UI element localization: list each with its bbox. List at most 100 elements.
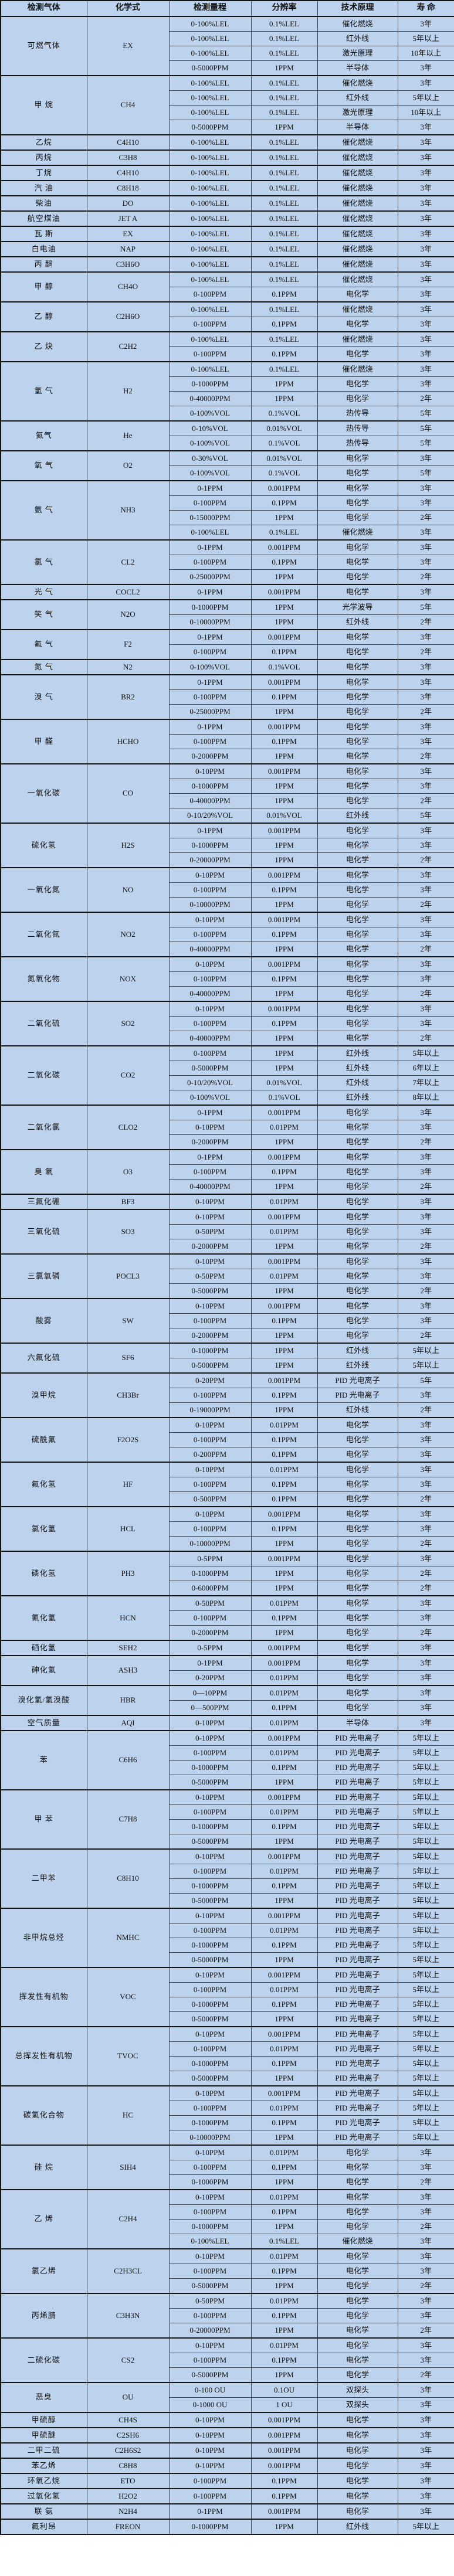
formula-cell: SW	[86, 1298, 170, 1344]
formula-cell: C4H10	[86, 165, 170, 181]
principle-cell: 催化燃烧	[317, 256, 398, 273]
table-row: 白电油 NAP 0-100%LEL 0.1%LEL 催化燃烧 3年	[0, 241, 454, 257]
gas-name-cell: 氢 气	[0, 361, 87, 422]
formula-cell: O2	[86, 450, 170, 481]
range-cell: 0-10PPM	[168, 1908, 252, 1923]
formula-cell: F2O2S	[86, 1417, 170, 1463]
resolution-cell: 0.01PPM	[250, 1982, 318, 1997]
principle-cell: 红外线	[317, 1075, 398, 1090]
gas-name-cell: 乙烷	[0, 134, 87, 151]
gas-name-cell: 瓦 斯	[0, 226, 87, 242]
lifespan-cell: 3年	[397, 376, 454, 392]
resolution-cell: 0.1%VOL	[250, 436, 318, 451]
range-cell: 0-10PPM	[168, 1715, 252, 1731]
resolution-cell: 0.001PPM	[250, 629, 318, 645]
lifespan-cell: 5年以上	[397, 1775, 454, 1790]
lifespan-cell: 5年以上	[397, 1997, 454, 2012]
gas-name-cell: 氟 气	[0, 629, 87, 660]
range-cell: 0-100%LEL	[168, 241, 252, 257]
principle-cell: 催化燃烧	[317, 525, 398, 541]
range-cell: 0-40000PPM	[168, 986, 252, 1002]
principle-cell: 电化学	[317, 852, 398, 868]
gas-name-cell: 氟化氢	[0, 1462, 87, 1507]
range-cell: 0-10000PPM	[168, 2130, 252, 2146]
resolution-cell: 1PPM	[250, 1952, 318, 1968]
lifespan-cell: 5年以上	[397, 1045, 454, 1061]
table-row: 可燃气体 EX 0-100%LEL 0.1%LEL 催化燃烧 3年	[0, 16, 454, 76]
range-cell: 0-20000PPM	[168, 852, 252, 868]
range-cell: 0-1000PPM	[168, 1997, 252, 2012]
table-row: 0-5000PPM 1PPM 红外线 5年以上	[1, 1358, 454, 1374]
principle-cell: PID 光电离子	[317, 1938, 398, 1953]
resolution-cell: 0.1PPM	[250, 1938, 318, 1953]
resolution-cell: 1PPM	[250, 1179, 318, 1195]
table-row: 一氧化碳 CO 0-10PPM 0.001PPM 电化学 3年	[0, 763, 454, 824]
principle-cell: 电化学	[317, 882, 398, 898]
principle-cell: PID 光电离子	[317, 1789, 398, 1805]
table-row: 瓦 斯 EX 0-100%LEL 0.1%LEL 催化燃烧 3年	[0, 226, 454, 242]
gas-name-cell: 氯 气	[0, 539, 87, 585]
formula-cell: CS2	[86, 2337, 170, 2383]
lifespan-cell: 3年	[397, 301, 454, 317]
principle-cell: 电化学	[317, 942, 398, 957]
range-cell: 0-40000PPM	[168, 1179, 252, 1195]
range-cell: 0-10PPM	[168, 1209, 252, 1225]
gas-name-cell: 柴油	[0, 195, 87, 212]
resolution-cell: 1PPM	[250, 2219, 318, 2234]
table-row: 0-100PPM 0.1PPM 电化学 3年	[1, 1313, 454, 1328]
lifespan-cell: 5年以上	[397, 1730, 454, 1746]
range-cell: 0-100PPM	[168, 1016, 252, 1031]
principle-cell: 电化学	[317, 2219, 398, 2234]
formula-cell: N2H4	[86, 2503, 170, 2520]
principle-cell: 电化学	[317, 2412, 398, 2428]
table-body: 可燃气体 EX 0-100%LEL 0.1%LEL 催化燃烧 3年 0-100%LEL 0.1…	[0, 16, 454, 2535]
gas-name-cell: 甲 烷	[0, 75, 87, 135]
lifespan-cell: 3年	[397, 2145, 454, 2160]
principle-cell: 电化学	[317, 2160, 398, 2175]
resolution-cell: 0.01PPM	[250, 1120, 318, 1135]
table-row: 0-100PPM 0.1PPM 电化学 3年	[1, 2353, 454, 2368]
range-cell: 0-100%LEL	[168, 134, 252, 151]
principle-cell: 双探头	[317, 2397, 398, 2413]
range-cell: 0-10/20%VOL	[168, 808, 252, 824]
table-row: 联 氨 N2H4 0-1PPM 0.001PPM 电化学 3年	[0, 2503, 454, 2520]
principle-cell: 电化学	[317, 376, 398, 392]
table-row: 0-1000PPM 0.1PPM PID 光电离子 5年以上	[1, 1938, 454, 1953]
formula-cell: ETO	[86, 2473, 170, 2489]
principle-cell: 电化学	[317, 1016, 398, 1031]
table-row: 0-40000PPM 1PPM 电化学 2年	[1, 1031, 454, 1046]
range-cell: 0-100PPM	[168, 2488, 252, 2504]
principle-cell: PID 光电离子	[317, 1864, 398, 1879]
resolution-cell: 1PPM	[250, 986, 318, 1002]
lifespan-cell: 2年	[397, 569, 454, 585]
table-row: 0-1000PPM 0.1PPM PID 光电离子 5年以上	[1, 1878, 454, 1894]
lifespan-cell: 5年以上	[397, 1343, 454, 1358]
range-cell: 0-100PPM	[168, 1864, 252, 1879]
range-cell: 0-25000PPM	[168, 704, 252, 720]
lifespan-cell: 5年以上	[397, 2101, 454, 2116]
range-cell: 0-100%LEL	[168, 105, 252, 120]
table-row: 氟 气 F2 0-1PPM 0.001PPM 电化学 3年	[0, 629, 454, 660]
table-row: 氯 气 CL2 0-1PPM 0.001PPM 电化学 3年	[0, 539, 454, 585]
formula-cell: OU	[86, 2382, 170, 2413]
resolution-cell: 0.001PPM	[250, 912, 318, 927]
principle-cell: PID 光电离子	[317, 2056, 398, 2071]
range-cell: 0-100%LEL	[168, 226, 252, 242]
principle-cell: 催化燃烧	[317, 195, 398, 212]
resolution-cell: 0.1%LEL	[250, 271, 318, 287]
lifespan-cell: 2年	[397, 897, 454, 913]
table-row: 0-100PPM 0.1PPM 电化学 3年	[1, 317, 454, 332]
principle-cell: PID 光电离子	[317, 1997, 398, 2012]
range-cell: 0-100PPM	[168, 644, 252, 660]
range-cell: 0-10PPM	[168, 2442, 252, 2459]
formula-cell: C3H8	[86, 149, 170, 166]
table-row: 柴油 DO 0-100%LEL 0.1%LEL 催化燃烧 3年	[0, 195, 454, 212]
gas-name-cell: 三氯氧磷	[0, 1253, 87, 1299]
gas-name-cell: 氨 气	[0, 480, 87, 541]
range-cell: 0-10PPM	[168, 1967, 252, 1983]
range-cell: 0-5000PPM	[168, 60, 252, 76]
principle-cell: 电化学	[317, 2442, 398, 2459]
table-row: 0-1000PPM 0.1PPM PID 光电离子 5年以上	[1, 1819, 454, 1834]
resolution-cell: 0.001PPM	[250, 1848, 318, 1864]
gas-name-cell: 氮氧化物	[0, 956, 87, 1002]
